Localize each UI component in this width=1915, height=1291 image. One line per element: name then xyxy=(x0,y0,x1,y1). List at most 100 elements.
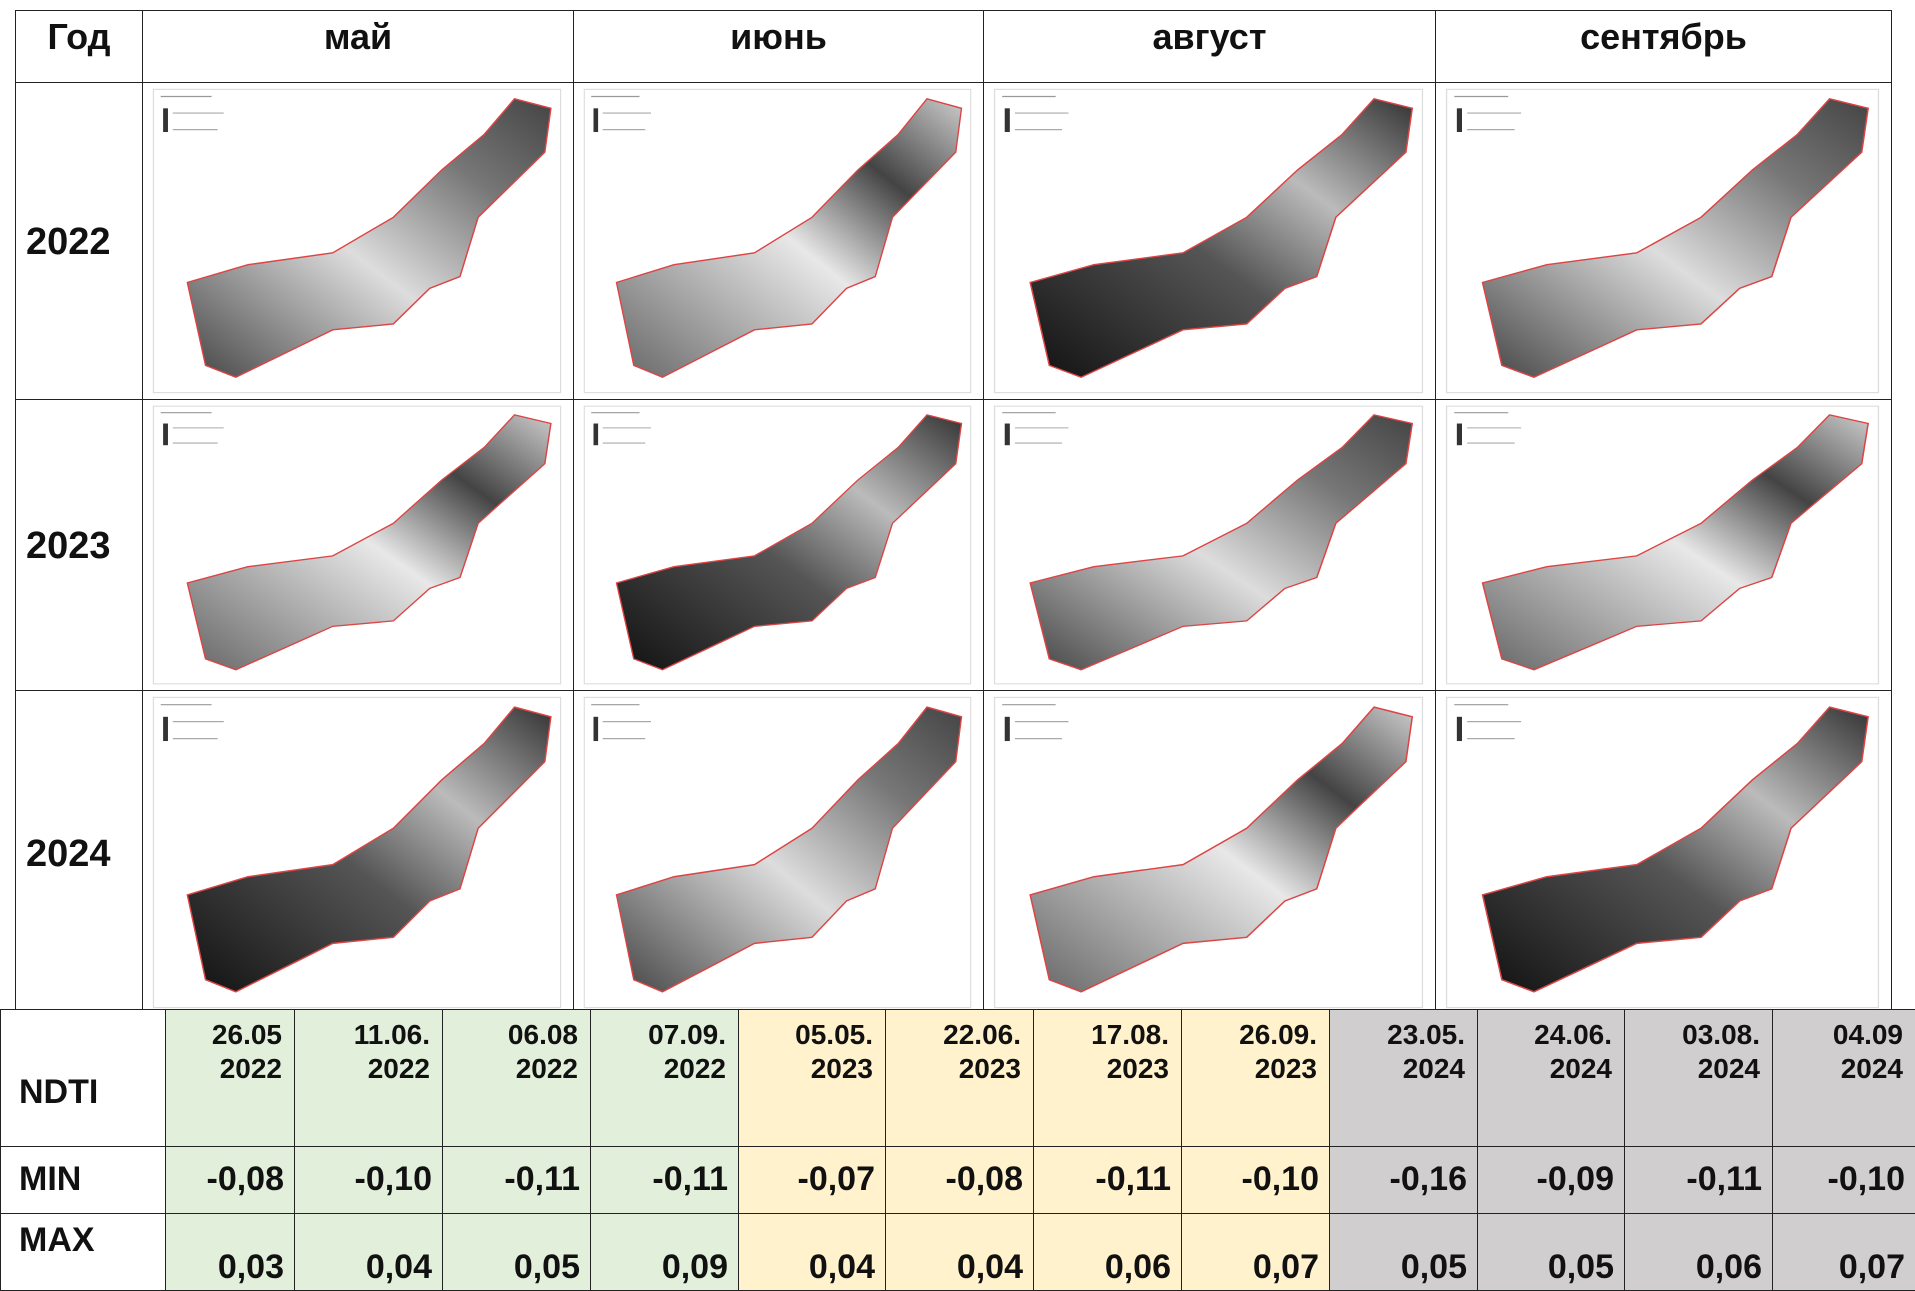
max-value: 0,04 xyxy=(366,1247,432,1288)
max-cell: 0,06 xyxy=(1624,1213,1773,1291)
map-cell xyxy=(142,690,574,1015)
date-cell: 06.08 2022 xyxy=(442,1009,591,1147)
max-value: 0,04 xyxy=(957,1247,1023,1288)
map-cell xyxy=(983,399,1436,691)
max-value: 0,06 xyxy=(1696,1247,1762,1288)
min-value: -0,11 xyxy=(504,1159,580,1200)
max-value: 0,03 xyxy=(218,1247,284,1288)
map-cell xyxy=(142,82,574,400)
min-cell: -0,10 xyxy=(294,1146,443,1214)
max-value: 0,05 xyxy=(1401,1247,1467,1288)
max-cell: 0,04 xyxy=(294,1213,443,1291)
map-cell xyxy=(573,82,984,400)
max-cell: 0,05 xyxy=(1477,1213,1625,1291)
map-cell xyxy=(1435,399,1892,691)
date-text: 23.05. 2024 xyxy=(1387,1018,1465,1085)
max-cell: 0,07 xyxy=(1772,1213,1915,1291)
map-image xyxy=(1444,87,1881,395)
map-image xyxy=(582,404,973,686)
max-value: 0,05 xyxy=(1548,1247,1614,1288)
header-text: май xyxy=(143,15,573,58)
max-cell: 0,05 xyxy=(442,1213,591,1291)
map-image xyxy=(151,404,563,686)
min-cell: -0,09 xyxy=(1477,1146,1625,1214)
year-cell: 2024 xyxy=(15,690,143,1015)
map-image xyxy=(151,695,563,1010)
map-image xyxy=(1444,404,1881,686)
date-cell: 22.06. 2023 xyxy=(885,1009,1034,1147)
date-text: 07.09. 2022 xyxy=(648,1018,726,1085)
date-text: 06.08 2022 xyxy=(508,1018,578,1085)
min-value: -0,10 xyxy=(1828,1159,1906,1200)
min-cell: -0,11 xyxy=(1033,1146,1182,1214)
date-text: 04.09 2024 xyxy=(1833,1018,1903,1085)
date-text: 26.05 2022 xyxy=(212,1018,282,1085)
max-value: 0,07 xyxy=(1839,1247,1905,1288)
max-cell: 0,07 xyxy=(1181,1213,1330,1291)
min-value: -0,08 xyxy=(946,1159,1024,1200)
row-label-cell: NDTI xyxy=(0,1009,166,1147)
year-cell: 2023 xyxy=(15,399,143,691)
map-cell xyxy=(1435,690,1892,1015)
map-cell xyxy=(1435,82,1892,400)
date-cell: 07.09. 2022 xyxy=(590,1009,739,1147)
header-cell: Год xyxy=(15,10,143,83)
map-cell xyxy=(573,399,984,691)
page: (() => { const data = JSON.parse(documen… xyxy=(0,0,1915,1290)
max-cell: 0,05 xyxy=(1329,1213,1478,1291)
date-cell: 05.05. 2023 xyxy=(738,1009,886,1147)
map-image xyxy=(992,695,1425,1010)
date-cell: 04.09 2024 xyxy=(1772,1009,1915,1147)
header-text: Год xyxy=(16,15,142,58)
max-value: 0,06 xyxy=(1105,1247,1171,1288)
header-cell: май xyxy=(142,10,574,83)
min-value: -0,11 xyxy=(1686,1159,1762,1200)
min-cell: -0,08 xyxy=(885,1146,1034,1214)
date-cell: 24.06. 2024 xyxy=(1477,1009,1625,1147)
map-cell xyxy=(983,82,1436,400)
date-text: 03.08. 2024 xyxy=(1682,1018,1760,1085)
map-cell xyxy=(573,690,984,1015)
min-value: -0,11 xyxy=(1095,1159,1171,1200)
max-value: 0,09 xyxy=(662,1247,728,1288)
map-image xyxy=(151,87,563,395)
map-cell xyxy=(142,399,574,691)
year-text: 2023 xyxy=(26,524,111,570)
date-cell: 26.09. 2023 xyxy=(1181,1009,1330,1147)
date-cell: 17.08. 2023 xyxy=(1033,1009,1182,1147)
min-cell: -0,11 xyxy=(442,1146,591,1214)
min-value: -0,16 xyxy=(1390,1159,1468,1200)
date-cell: 11.06. 2022 xyxy=(294,1009,443,1147)
min-cell: -0,10 xyxy=(1181,1146,1330,1214)
header-cell: август xyxy=(983,10,1436,83)
row-label-cell: MIN xyxy=(0,1146,166,1214)
max-cell: 0,04 xyxy=(885,1213,1034,1291)
row-label: NDTI xyxy=(19,1072,98,1113)
map-image xyxy=(992,404,1425,686)
header-cell: сентябрь xyxy=(1435,10,1892,83)
row-label: MIN xyxy=(19,1159,81,1200)
min-cell: -0,16 xyxy=(1329,1146,1478,1214)
max-value: 0,05 xyxy=(514,1247,580,1288)
max-cell: 0,03 xyxy=(165,1213,295,1291)
max-value: 0,04 xyxy=(809,1247,875,1288)
header-text: август xyxy=(984,15,1435,58)
max-cell: 0,04 xyxy=(738,1213,886,1291)
date-cell: 26.05 2022 xyxy=(165,1009,295,1147)
min-value: -0,09 xyxy=(1537,1159,1615,1200)
header-text: сентябрь xyxy=(1436,15,1891,58)
year-cell: 2022 xyxy=(15,82,143,400)
date-text: 22.06. 2023 xyxy=(943,1018,1021,1085)
date-text: 05.05. 2023 xyxy=(795,1018,873,1085)
date-text: 17.08. 2023 xyxy=(1091,1018,1169,1085)
year-text: 2022 xyxy=(26,220,111,266)
max-value: 0,07 xyxy=(1253,1247,1319,1288)
min-value: -0,10 xyxy=(355,1159,433,1200)
min-value: -0,11 xyxy=(652,1159,728,1200)
date-cell: 23.05. 2024 xyxy=(1329,1009,1478,1147)
min-value: -0,10 xyxy=(1242,1159,1320,1200)
map-image xyxy=(582,695,973,1010)
header-text: июнь xyxy=(574,15,983,58)
date-text: 24.06. 2024 xyxy=(1534,1018,1612,1085)
map-image xyxy=(1444,695,1881,1010)
